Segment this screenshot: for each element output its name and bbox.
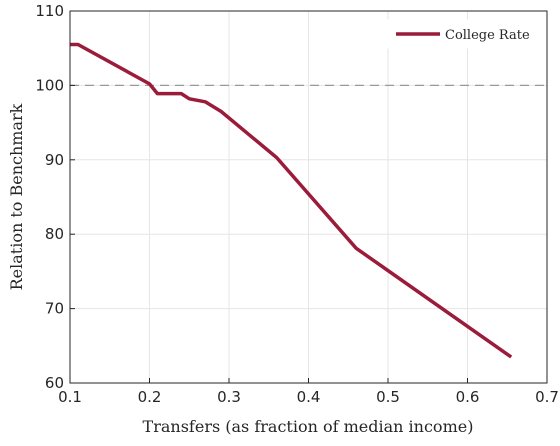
y-axis-label: Relation to Benchmark <box>7 103 26 290</box>
legend: College Rate <box>387 19 537 49</box>
y-tick-label: 90 <box>45 151 64 169</box>
x-tick-label: 0.5 <box>376 388 400 406</box>
x-tick-label: 0.6 <box>456 388 480 406</box>
x-axis-label: Transfers (as fraction of median income) <box>143 417 474 436</box>
y-tick-label: 80 <box>45 225 64 243</box>
y-axis-ticks: 60 70 80 90 100 110 <box>35 2 75 392</box>
x-tick-label: 0.7 <box>535 388 559 406</box>
legend-label-college-rate: College Rate <box>445 28 530 43</box>
y-tick-label: 100 <box>35 76 64 94</box>
x-tick-label: 0.4 <box>297 388 321 406</box>
y-tick-label: 110 <box>35 2 64 20</box>
x-axis-ticks: 0.1 0.2 0.3 0.4 0.5 0.6 0.7 <box>58 378 559 406</box>
x-tick-label: 0.3 <box>217 388 241 406</box>
legend-box <box>387 19 537 49</box>
x-tick-label: 0.2 <box>138 388 162 406</box>
x-tick-label: 0.1 <box>58 388 82 406</box>
series-layer <box>70 42 513 359</box>
y-tick-label: 60 <box>45 374 64 392</box>
y-tick-label: 70 <box>45 300 64 318</box>
series-line-college-rate <box>70 42 513 359</box>
